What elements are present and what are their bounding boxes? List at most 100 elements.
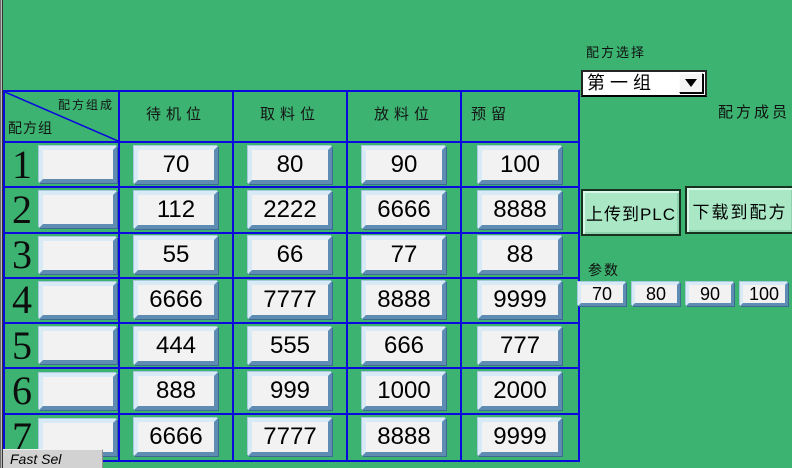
table-row-cell: 2 <box>5 186 120 234</box>
table-cell: 2222 <box>234 188 348 234</box>
dropdown-arrow-button[interactable] <box>679 73 703 93</box>
row-number: 2 <box>12 186 32 232</box>
table-cell: 666 <box>348 324 462 370</box>
recipe-table: 配方组成 配方组 待机位 取料位 放料位 预留 1 70 80 90 100 2… <box>3 90 580 462</box>
fast-sel-box[interactable]: Fast Sel <box>3 449 103 468</box>
table-cell: 444 <box>120 324 234 370</box>
value-button[interactable]: 1000 <box>362 372 446 411</box>
row-number: 3 <box>12 232 32 278</box>
value-button[interactable]: 70 <box>134 145 218 184</box>
table-row-cell: 6 <box>5 368 120 415</box>
recipe-group-input[interactable] <box>39 372 117 410</box>
chevron-down-icon <box>685 79 697 87</box>
row-number: 4 <box>12 277 32 323</box>
value-button[interactable]: 777 <box>478 326 562 365</box>
corner-label-group: 配方组 <box>8 120 53 136</box>
table-cell: 1000 <box>348 369 462 415</box>
table-cell: 77 <box>348 233 462 279</box>
value-button[interactable]: 55 <box>134 236 218 275</box>
value-button[interactable]: 6666 <box>134 418 218 457</box>
dropdown-selected-value: 第一组 <box>587 73 656 93</box>
table-cell: 66 <box>234 233 348 279</box>
column-header-standby: 待机位 <box>120 92 234 143</box>
download-to-recipe-button[interactable]: 下载到配方 <box>685 186 792 234</box>
table-corner-cell: 配方组成 配方组 <box>5 92 120 143</box>
table-cell: 100 <box>462 143 578 189</box>
value-button[interactable]: 88 <box>478 236 562 275</box>
table-cell: 7777 <box>234 278 348 325</box>
recipe-group-input[interactable] <box>39 146 117 184</box>
value-button[interactable]: 444 <box>134 326 218 365</box>
table-row-cell: 4 <box>5 277 120 325</box>
corner-label-composition: 配方组成 <box>57 98 114 112</box>
value-button[interactable]: 7777 <box>248 281 332 320</box>
value-button[interactable]: 888 <box>134 372 218 411</box>
value-button[interactable]: 7777 <box>248 418 332 457</box>
value-button[interactable]: 90 <box>362 145 446 184</box>
column-header-discharge: 放料位 <box>348 92 462 143</box>
recipe-group-input[interactable] <box>39 191 117 229</box>
value-button[interactable]: 6666 <box>362 190 446 229</box>
param-value-row: 70 80 90 100 <box>578 282 788 306</box>
value-button[interactable]: 8888 <box>362 281 446 320</box>
value-button[interactable]: 66 <box>248 236 332 275</box>
table-cell: 777 <box>462 324 578 370</box>
table-cell: 555 <box>234 324 348 370</box>
window-left-edge <box>0 0 3 468</box>
table-cell: 8888 <box>348 278 462 325</box>
value-button[interactable]: 555 <box>248 326 332 365</box>
table-cell: 80 <box>234 143 348 189</box>
table-cell: 8888 <box>348 414 462 460</box>
value-button[interactable]: 112 <box>134 190 218 229</box>
row-number: 7 <box>12 414 32 460</box>
recipe-group-input[interactable] <box>39 236 117 274</box>
table-cell: 999 <box>234 369 348 415</box>
param-value-button[interactable]: 70 <box>578 282 626 306</box>
table-cell: 112 <box>120 188 234 234</box>
table-row-cell: 3 <box>5 232 120 279</box>
table-cell: 70 <box>120 143 234 189</box>
value-button[interactable]: 6666 <box>134 281 218 320</box>
table-cell: 9999 <box>462 415 578 460</box>
param-value-button[interactable]: 90 <box>686 282 734 306</box>
value-button[interactable]: 2000 <box>478 372 562 411</box>
table-cell: 7777 <box>234 414 348 460</box>
value-button[interactable]: 9999 <box>478 281 562 320</box>
value-button[interactable]: 999 <box>248 372 332 411</box>
value-button[interactable]: 8888 <box>362 418 446 457</box>
param-value-button[interactable]: 100 <box>740 282 788 306</box>
value-button[interactable]: 80 <box>248 145 332 184</box>
table-cell: 2000 <box>462 369 578 415</box>
value-button[interactable]: 9999 <box>478 418 562 457</box>
value-button[interactable]: 100 <box>478 145 562 184</box>
table-cell: 6666 <box>120 414 234 460</box>
column-header-pickup: 取料位 <box>234 92 348 143</box>
value-button[interactable]: 2222 <box>248 190 332 229</box>
recipe-group-input[interactable] <box>39 327 117 365</box>
table-cell: 6666 <box>348 188 462 234</box>
table-cell: 6666 <box>120 278 234 325</box>
table-cell: 88 <box>462 234 578 279</box>
upload-to-plc-button[interactable]: 上传到PLC <box>581 189 681 236</box>
value-button[interactable]: 77 <box>362 236 446 275</box>
table-cell: 888 <box>120 369 234 415</box>
recipe-group-input[interactable] <box>39 281 117 319</box>
recipe-member-label: 配方成员 <box>718 104 791 121</box>
recipe-group-dropdown[interactable]: 第一组 <box>581 70 707 97</box>
value-button[interactable]: 8888 <box>478 190 562 229</box>
table-cell: 8888 <box>462 188 578 234</box>
row-number: 5 <box>12 322 32 368</box>
row-number: 6 <box>12 368 32 414</box>
column-header-reserved: 预留 <box>462 92 578 143</box>
value-button[interactable]: 666 <box>362 326 446 365</box>
row-number: 1 <box>12 141 32 187</box>
param-value-button[interactable]: 80 <box>632 282 680 306</box>
param-label: 参数 <box>588 262 620 278</box>
table-row-cell: 5 <box>5 322 120 370</box>
table-cell: 55 <box>120 233 234 279</box>
table-row-cell: 1 <box>5 141 120 189</box>
corner-diagonal-line <box>5 92 118 141</box>
table-cell: 90 <box>348 143 462 189</box>
table-cell: 9999 <box>462 279 578 325</box>
